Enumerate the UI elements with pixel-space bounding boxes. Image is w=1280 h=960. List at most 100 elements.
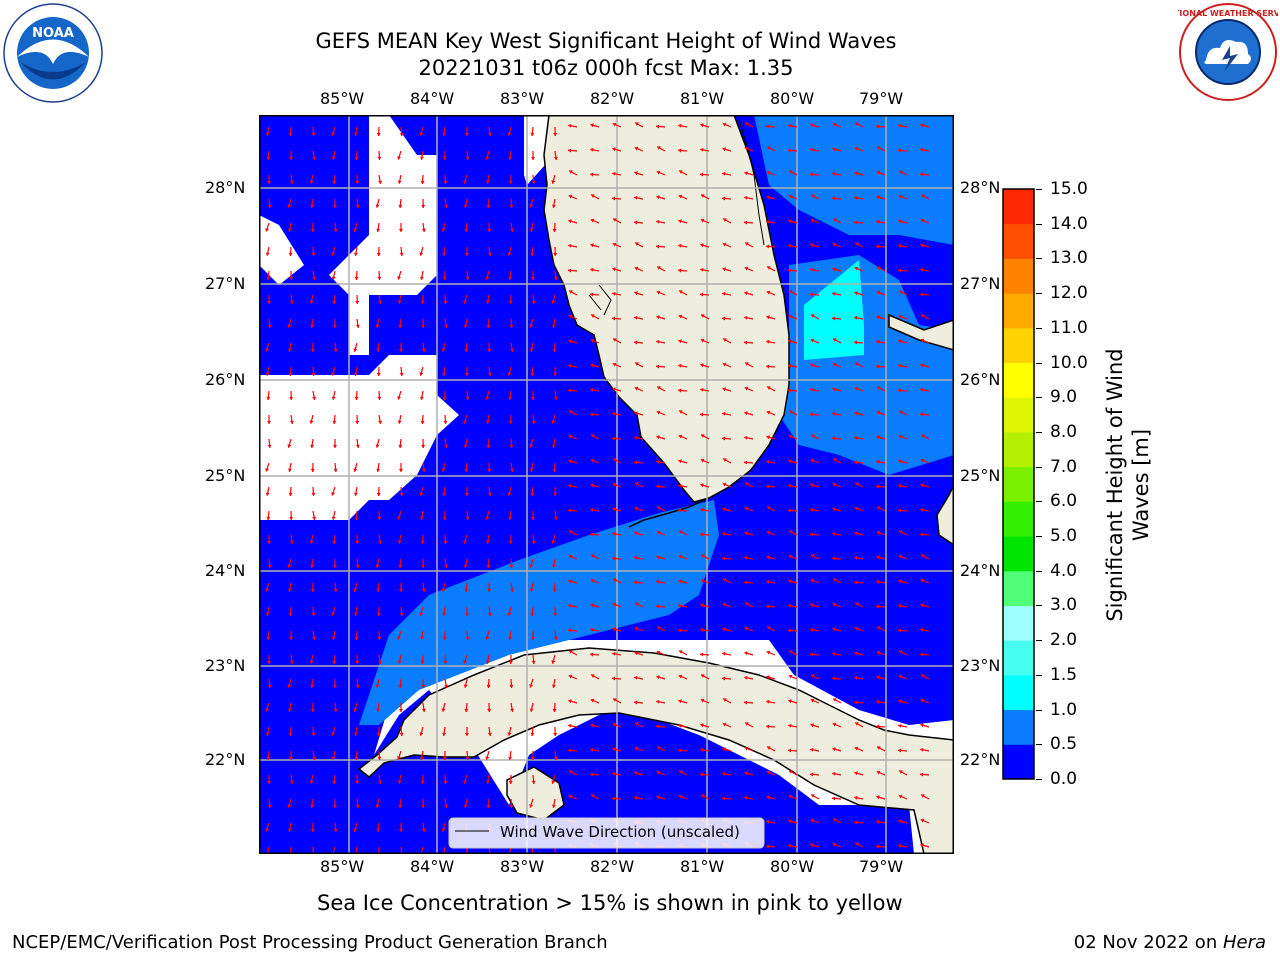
wind-wave-arrow-head [700,123,704,128]
wind-wave-arrow-head [590,698,595,703]
wind-wave-arrow-head [376,828,381,832]
wind-wave-arrow-head [635,242,639,246]
wind-wave-arrow-head [378,540,382,544]
wind-wave-arrow-head [568,243,572,248]
wind-wave-arrow-head [810,172,814,177]
wind-wave-arrow-head [788,843,792,848]
wind-wave-arrow-head [810,603,814,608]
wind-wave-arrow-head [657,746,661,750]
wind-wave-arrow-head [419,732,424,736]
coast-detail [588,119,765,316]
wind-wave-arrow-head [287,204,292,208]
wind-wave-arrow-head [486,540,490,544]
wind-wave-arrow-head [552,588,557,592]
wind-wave-arrow-head [568,339,572,344]
wind-wave-arrow-head [310,708,315,712]
colorbar-tick-mark [1036,223,1042,225]
wind-wave-arrow-head [899,530,903,534]
wind-wave-arrow-head [310,228,315,232]
wind-wave-arrow-head [876,315,880,320]
wind-wave-arrow-head [331,612,335,616]
wind-wave-arrow-head [333,565,337,568]
wind-wave-arrow-head [920,698,925,703]
wind-wave-arrow-head [876,170,881,175]
wind-wave-arrow-head [877,626,881,630]
wind-wave-arrow-head [722,796,726,801]
wind-wave-arrow-head [591,554,595,558]
colorbar-tick-label: 10.0 [1050,352,1088,373]
wind-wave-arrow-head [377,396,382,400]
lat-label-left: 27°N [205,274,246,293]
wind-wave-arrow-head [444,564,448,568]
wind-wave-arrow-head [898,219,902,224]
colorbar-tick-label: 1.5 [1050,664,1078,685]
wind-wave-arrow-head [810,338,815,343]
colorbar-tick-mark [1036,744,1042,746]
wind-wave-arrow-head [854,820,858,825]
wind-wave-arrow-head [612,556,616,561]
wind-wave-arrow-head [397,540,402,544]
wind-wave-arrow-head [810,772,814,777]
wind-wave-arrow-head [634,771,638,776]
wind-wave-arrow-head [354,252,358,256]
colorbar-segment [1003,431,1034,468]
wind-wave-arrow-head [745,602,749,606]
wind-wave-arrow-head [612,602,617,607]
wind-wave-arrow-head [267,541,271,544]
wind-wave-arrow-head [486,420,490,424]
wind-wave-arrow-head [331,732,335,736]
wind-wave-arrow-head [920,627,924,632]
wind-wave-arrow-head [399,132,404,136]
wind-wave-arrow-head [399,252,404,256]
wind-wave-arrow-head [701,434,705,438]
colorbar [1002,188,1035,780]
wind-wave-arrow-head [788,388,792,393]
wind-wave-arrow-head [569,410,573,414]
wind-wave-arrow-head [355,564,360,568]
wind-wave-arrow-head [553,516,558,520]
wind-wave-arrow-head [376,372,381,376]
wind-wave-arrow-head [332,300,337,304]
wind-wave-arrow-head [355,684,360,688]
wind-wave-arrow-head [568,459,572,464]
wind-wave-arrow-head [766,819,770,824]
lat-label-left: 26°N [205,370,246,389]
wind-wave-arrow-head [487,132,492,136]
wind-wave-arrow-head [333,468,338,472]
wind-wave-arrow-head [376,468,381,472]
wind-wave-arrow-head [590,747,594,752]
wind-wave-arrow-head [767,386,771,390]
wind-wave-arrow-head [444,804,448,808]
wind-wave-arrow-head [375,324,380,328]
wind-wave-arrow-head [613,338,617,342]
wind-wave-arrow-head [376,228,381,232]
lon-label-bottom: 80°W [770,857,815,876]
wind-wave-arrow-head [553,612,558,616]
wind-wave-arrow-head [612,147,616,152]
wind-wave-arrow-head [612,362,617,367]
wind-wave-arrow-head [898,603,902,608]
wind-wave-arrow-head [612,482,617,487]
wind-wave-arrow-head [634,411,638,416]
wind-wave-arrow-head [810,698,815,703]
wind-wave-arrow-head [378,300,382,304]
wind-wave-arrow-head [420,516,424,520]
wind-wave-arrow-head [722,507,726,512]
wind-wave-arrow-head [590,483,594,488]
wind-wave-arrow-head [898,339,902,344]
wind-wave-arrow-head [421,228,426,232]
wind-wave-arrow-head [507,372,512,376]
wind-wave-arrow-head [832,362,837,367]
wind-wave-arrow-head [612,722,617,727]
wind-wave-arrow-head [744,171,748,176]
wind-wave-arrow-head [553,732,558,736]
wind-wave-arrow-head [463,564,468,568]
wind-wave-arrow-head [568,794,573,799]
wind-wave-arrow-head [920,483,924,488]
wind-wave-arrow-head [332,660,337,664]
wind-wave-arrow-head [855,362,859,366]
wind-wave-arrow-head [789,170,793,174]
wind-wave-arrow-head [810,123,814,128]
wind-wave-arrow-head [487,708,492,712]
footer-date: 02 Nov 2022 on Hera [1074,932,1266,953]
